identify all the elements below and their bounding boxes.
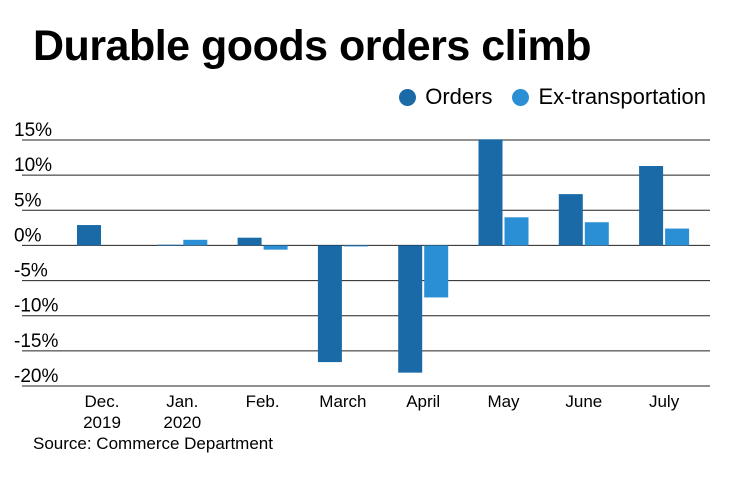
x-category-label: May	[487, 392, 520, 411]
legend-label-ex-transportation: Ex-transportation	[538, 84, 706, 109]
y-tick-label: -10%	[14, 296, 58, 317]
y-tick-label: 15%	[14, 120, 52, 141]
bar-orders	[398, 245, 423, 373]
bar-orders	[639, 166, 664, 246]
legend-swatch-orders	[399, 88, 417, 106]
x-axis-categories: Dec. 2019 Jan. 2020 Feb. March April May June Jul…	[83, 392, 680, 432]
chart-title: Durable goods orders climb	[33, 22, 592, 70]
source-note: Source: Commerce Department	[33, 434, 273, 453]
y-tick-label: -20%	[14, 366, 58, 387]
x-category-label: April	[406, 392, 440, 411]
legend-item-ex-transportation: Ex-transportation	[512, 84, 706, 110]
x-category-label: Feb.	[246, 392, 280, 411]
bar-ex-transportation	[343, 245, 368, 247]
legend-label-orders: Orders	[425, 84, 493, 109]
legend-item-orders: Orders	[399, 84, 492, 110]
y-tick-label: -5%	[14, 261, 48, 282]
y-tick-label: -15%	[14, 331, 58, 352]
bar-ex-transportation	[504, 217, 529, 246]
x-category-label: March	[319, 392, 366, 411]
y-axis-ticks: 15% 10% 5% 0% -5% -10% -15% -20%	[14, 120, 58, 387]
y-tick-label: 5%	[14, 190, 42, 211]
bar-ex-transportation	[183, 239, 208, 246]
y-tick-label: 10%	[14, 155, 52, 176]
bar-orders	[317, 245, 342, 363]
legend-swatch-ex-transportation	[512, 88, 530, 106]
bar-orders	[157, 244, 182, 246]
bar-orders	[237, 237, 262, 246]
bar-orders	[77, 225, 101, 246]
bar-ex-transportation	[584, 222, 609, 246]
x-category-label: June	[565, 392, 602, 411]
x-category-label: Dec. 2019	[83, 392, 121, 432]
y-tick-label: 0%	[14, 225, 42, 246]
bar-orders	[478, 139, 503, 246]
bar-orders	[558, 194, 583, 246]
bar-ex-transportation	[665, 228, 690, 246]
bars	[77, 139, 690, 373]
bar-ex-transportation	[263, 245, 288, 250]
x-category-label: Jan. 2020	[163, 392, 201, 432]
gridlines	[22, 139, 710, 387]
legend: Orders Ex-transportation	[379, 84, 706, 110]
bar-ex-transportation	[424, 245, 449, 298]
x-category-label: July	[649, 392, 680, 411]
